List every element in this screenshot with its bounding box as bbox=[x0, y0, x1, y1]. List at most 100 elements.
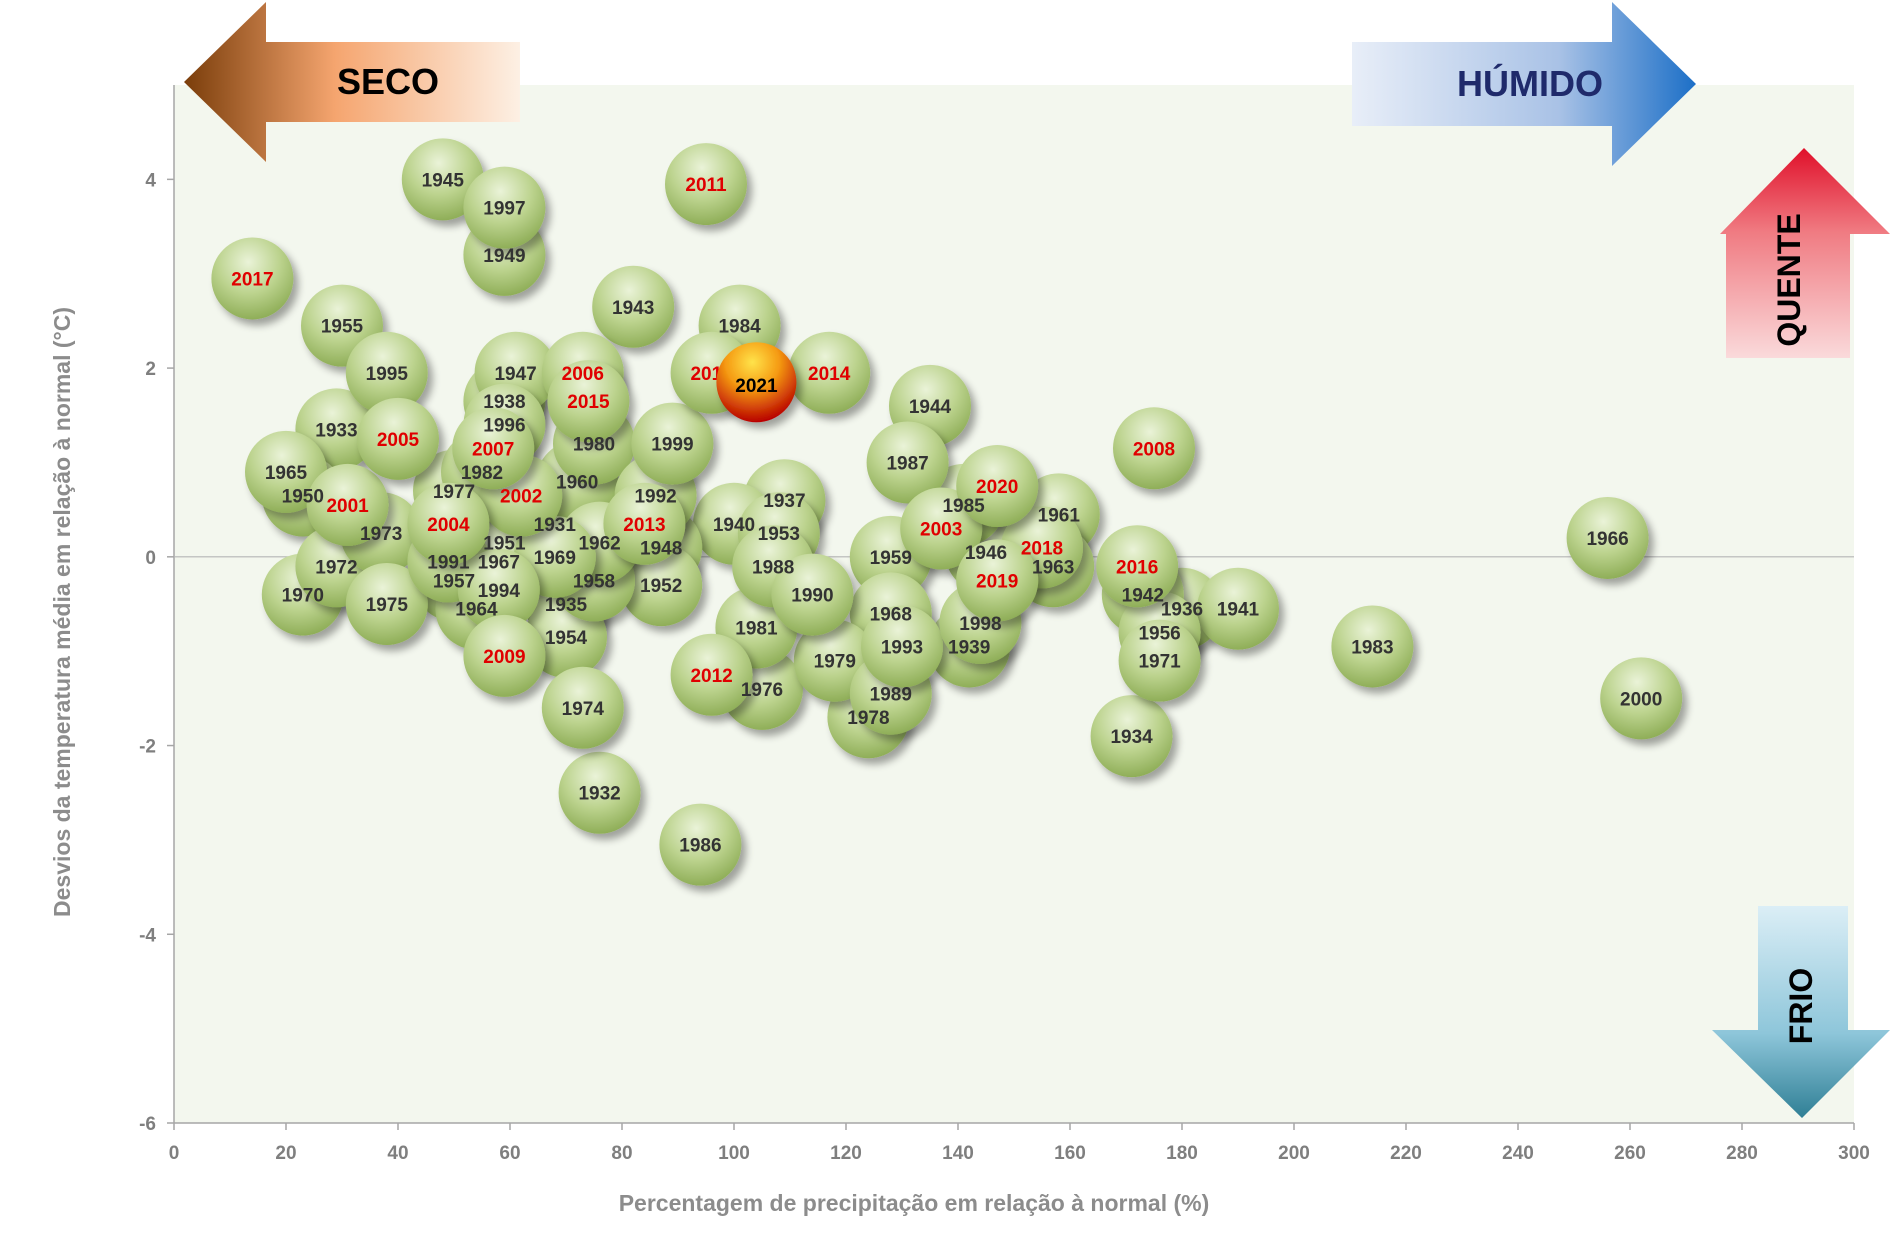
y-tick-label: -4 bbox=[139, 925, 156, 946]
data-point-2014 bbox=[788, 331, 871, 414]
data-point-label-1975: 1975 bbox=[366, 595, 409, 616]
wet-arrow: HÚMIDO bbox=[1352, 2, 1696, 166]
data-point-2021 bbox=[716, 342, 797, 423]
data-point-label-1973: 1973 bbox=[360, 524, 402, 545]
data-point-label-2012: 2012 bbox=[690, 666, 732, 687]
data-point-label-1941: 1941 bbox=[1217, 600, 1260, 621]
data-point-2016 bbox=[1096, 525, 1179, 608]
y-tick-label: -2 bbox=[139, 737, 156, 758]
data-point-2017 bbox=[211, 237, 294, 320]
data-point-label-1952: 1952 bbox=[640, 576, 682, 597]
data-point-label-1985: 1985 bbox=[942, 496, 985, 517]
x-tick-label: 20 bbox=[275, 1143, 296, 1164]
data-point-1966 bbox=[1566, 496, 1649, 579]
data-point-label-1981: 1981 bbox=[735, 619, 778, 640]
data-point-label-1937: 1937 bbox=[763, 491, 805, 512]
data-point-label-1972: 1972 bbox=[315, 557, 357, 578]
data-point-1993 bbox=[861, 605, 943, 688]
data-point-2020 bbox=[956, 445, 1039, 528]
data-point-label-1951: 1951 bbox=[483, 534, 526, 555]
data-point-label-2002: 2002 bbox=[500, 486, 542, 507]
data-point-label-1957: 1957 bbox=[433, 571, 475, 592]
data-point-label-1978: 1978 bbox=[847, 708, 889, 729]
cold-arrow: FRIO bbox=[1712, 906, 1890, 1118]
data-point-2004 bbox=[407, 482, 490, 565]
data-point-label-1946: 1946 bbox=[965, 543, 1007, 564]
data-point-label-1932: 1932 bbox=[578, 784, 620, 805]
data-point-label-1984: 1984 bbox=[718, 317, 761, 338]
data-point-label-1934: 1934 bbox=[1110, 727, 1153, 748]
data-point-label-2016: 2016 bbox=[1116, 557, 1158, 578]
hot-arrow: QUENTE bbox=[1720, 148, 1890, 358]
x-tick-label: 0 bbox=[169, 1143, 180, 1164]
data-point-label-1955: 1955 bbox=[321, 317, 364, 338]
data-point-label-1962: 1962 bbox=[578, 534, 620, 555]
x-tick-label: 200 bbox=[1278, 1143, 1310, 1164]
data-point-label-1998: 1998 bbox=[959, 614, 1001, 635]
data-point-label-2005: 2005 bbox=[377, 430, 420, 451]
data-point-label-1969: 1969 bbox=[534, 548, 576, 569]
data-point-1974 bbox=[541, 666, 624, 749]
data-point-label-1979: 1979 bbox=[814, 652, 856, 673]
data-point-label-2021: 2021 bbox=[735, 376, 778, 397]
ticks: 0 20 40 60 80 100 120 140 160 180 200 220 240 260 280 3… bbox=[139, 170, 1870, 1164]
data-point-1999 bbox=[631, 402, 714, 485]
data-point-label-1989: 1989 bbox=[870, 685, 912, 706]
data-point-label-2008: 2008 bbox=[1133, 439, 1175, 460]
data-point-1945 bbox=[401, 138, 484, 221]
data-point-label-2001: 2001 bbox=[326, 496, 369, 517]
data-point-2005 bbox=[357, 397, 439, 480]
data-point-label-1940: 1940 bbox=[713, 515, 755, 536]
data-point-1990 bbox=[771, 553, 854, 636]
data-point-label-1986: 1986 bbox=[679, 836, 721, 857]
data-point-label-1977: 1977 bbox=[433, 482, 475, 503]
x-tick-label: 240 bbox=[1502, 1143, 1534, 1164]
data-point-label-1988: 1988 bbox=[752, 557, 794, 578]
data-point-label-1971: 1971 bbox=[1138, 652, 1181, 673]
data-point-1997 bbox=[463, 166, 546, 249]
data-point-label-2007: 2007 bbox=[472, 439, 514, 460]
data-point-label-1936: 1936 bbox=[1161, 600, 1203, 621]
data-point-label-1974: 1974 bbox=[562, 699, 605, 720]
data-point-label-1991: 1991 bbox=[427, 553, 470, 574]
y-tick-label: 0 bbox=[145, 548, 156, 569]
data-point-2013 bbox=[603, 482, 686, 565]
data-point-1932 bbox=[558, 751, 641, 834]
data-point-2015 bbox=[547, 360, 630, 443]
data-point-label-1961: 1961 bbox=[1038, 505, 1081, 526]
data-points: 1931 1932 1933 1934 1935 1936 1937 1938 1939 1940… bbox=[211, 138, 1683, 886]
x-tick-label: 300 bbox=[1838, 1143, 1870, 1164]
y-tick-label: 2 bbox=[145, 359, 156, 380]
x-tick-label: 80 bbox=[611, 1143, 632, 1164]
data-point-label-1935: 1935 bbox=[545, 595, 588, 616]
data-point-label-1939: 1939 bbox=[948, 637, 990, 658]
data-point-label-1995: 1995 bbox=[366, 364, 409, 385]
data-point-label-1954: 1954 bbox=[545, 628, 588, 649]
data-point-label-1944: 1944 bbox=[909, 397, 952, 418]
x-tick-label: 40 bbox=[387, 1143, 408, 1164]
data-point-label-1953: 1953 bbox=[758, 524, 800, 545]
data-point-label-2006: 2006 bbox=[562, 364, 604, 385]
data-point-label-1933: 1933 bbox=[315, 420, 357, 441]
x-tick-label: 120 bbox=[830, 1143, 862, 1164]
data-point-1952 bbox=[620, 544, 703, 627]
y-axis-title: Desvios da temperatura média em relação … bbox=[49, 307, 75, 917]
data-point-label-1964: 1964 bbox=[455, 600, 498, 621]
wet-label: HÚMIDO bbox=[1457, 62, 1603, 104]
data-point-label-1992: 1992 bbox=[634, 486, 676, 507]
data-point-label-1990: 1990 bbox=[791, 586, 833, 607]
data-point-label-1970: 1970 bbox=[282, 586, 324, 607]
data-point-label-1958: 1958 bbox=[573, 571, 615, 592]
data-point-2012 bbox=[670, 633, 753, 716]
data-point-1995 bbox=[345, 331, 428, 414]
data-point-label-1947: 1947 bbox=[494, 364, 536, 385]
data-point-label-1976: 1976 bbox=[741, 680, 783, 701]
data-point-1987 bbox=[866, 421, 949, 504]
data-point-1965 bbox=[245, 430, 327, 513]
data-point-label-1999: 1999 bbox=[651, 435, 693, 456]
data-point-1986 bbox=[659, 803, 742, 886]
data-point-label-1966: 1966 bbox=[1586, 529, 1628, 550]
data-point-label-2017: 2017 bbox=[231, 269, 273, 290]
data-point-2003 bbox=[900, 487, 983, 570]
data-point-2000 bbox=[1600, 657, 1683, 740]
